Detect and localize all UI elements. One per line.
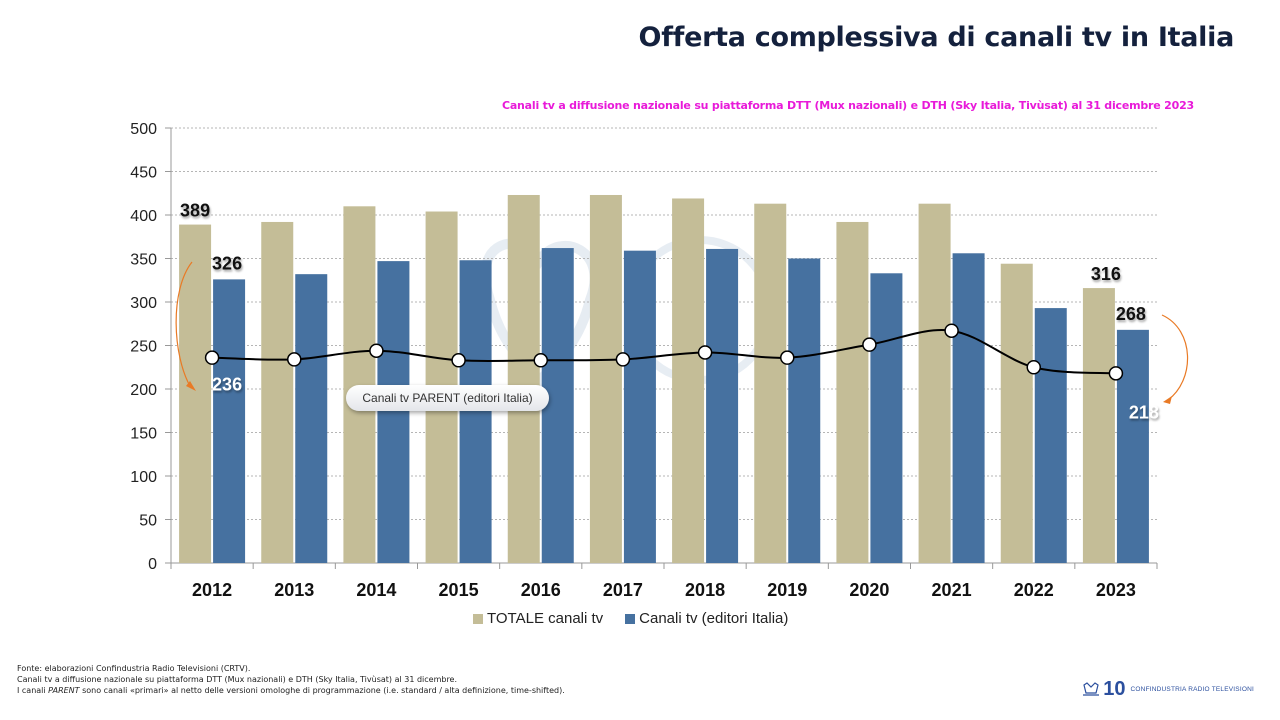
x-tick-label: 2012: [192, 580, 232, 600]
x-tick-label: 2017: [603, 580, 643, 600]
x-tick-label: 2015: [439, 580, 479, 600]
parent-point: [615, 352, 631, 367]
page-title: Offerta complessiva di canali tv in Ital…: [638, 22, 1235, 53]
bar-editori: [1116, 329, 1149, 563]
y-tick-label: 200: [130, 382, 157, 399]
bar-totale: [1082, 288, 1115, 563]
x-tick-label: 2014: [356, 580, 396, 600]
parent-point: [451, 353, 466, 368]
bar-totale: [836, 221, 869, 563]
gridlines: [171, 127, 1157, 520]
x-tick-label: 2018: [685, 580, 725, 600]
arrow-2012-head: [186, 381, 196, 391]
x-tick-label: 2020: [849, 580, 889, 600]
source-footnote: Fonte: elaborazioni Confindustria Radio …: [17, 663, 565, 696]
x-tick-label: 2021: [932, 580, 972, 600]
confindustria-eagle-icon: [1083, 682, 1100, 696]
legend-item-editori: Canali tv (editori Italia): [625, 610, 788, 627]
bar-totale: [261, 221, 294, 563]
bar-totale: [343, 206, 376, 564]
parent-point: [204, 350, 220, 365]
footnote-line-3-em: PARENT: [48, 686, 80, 695]
y-tick-label: 300: [130, 295, 157, 312]
bar-totale: [179, 224, 212, 563]
bar-editori: [295, 274, 328, 563]
y-tick-label: 450: [130, 165, 157, 182]
parent-point: [1108, 366, 1124, 381]
y-tick-label: 0: [148, 556, 157, 573]
bar-editori: [459, 260, 492, 563]
parent-point: [697, 345, 713, 360]
bar-editori: [870, 273, 903, 563]
bar-totale: [918, 203, 951, 563]
arrow-2012: [175, 261, 193, 389]
y-tick-label: 50: [139, 513, 157, 530]
y-tick-label: 350: [130, 252, 157, 269]
parent-point: [780, 350, 795, 365]
bar-totale: [589, 194, 622, 564]
parent-point: [862, 337, 877, 352]
bar-editori: [541, 248, 574, 563]
data-label: 236: [212, 375, 242, 395]
legend-label-editori: Canali tv (editori Italia): [639, 610, 789, 627]
bar-totale: [672, 198, 705, 563]
parent-point: [369, 343, 384, 358]
footnote-line-3: I canali PARENT sono canali «primari» al…: [17, 685, 565, 696]
parent-series-callout: Canali tv PARENT (editori Italia): [346, 385, 549, 411]
chart-legend: TOTALE canali tv Canali tv (editori Ital…: [473, 610, 788, 627]
bar-editori: [706, 248, 739, 563]
annotation-arrows: [175, 261, 1189, 404]
legend-swatch-totale: [473, 613, 483, 624]
crtv-logo: 10 CONFINDUSTRIA RADIO TELEVISIONI: [1082, 678, 1254, 700]
legend-item-totale: TOTALE canali tv: [473, 610, 603, 627]
arrow-2023-head: [1163, 396, 1172, 404]
data-label: 389: [180, 201, 210, 221]
data-label: 218: [1129, 402, 1159, 422]
legend-swatch-editori: [625, 613, 636, 624]
bar-editori: [377, 261, 410, 563]
data-labels: 389 326 236 316 268 218: [180, 201, 1159, 423]
bar-editori: [623, 250, 656, 564]
parent-point: [533, 353, 548, 368]
legend-label-totale: TOTALE canali tv: [487, 610, 604, 627]
x-axis: 2012 2013 2014 2015 2016 2017 2018 2019 2020 2021…: [170, 562, 1158, 600]
footnote-line-2: Canali tv a diffusione nazionale su piat…: [17, 675, 458, 684]
bar-editori: [952, 253, 985, 563]
x-tick-label: 2013: [274, 580, 314, 600]
logo-number: 10: [1103, 678, 1126, 700]
footnote-line-1: Fonte: elaborazioni Confindustria Radio …: [17, 664, 251, 673]
chart-subtitle: Canali tv a diffusione nazionale su piat…: [501, 99, 1194, 112]
parent-point: [287, 352, 302, 367]
data-label: 268: [1116, 304, 1146, 324]
bar-totale: [1000, 263, 1033, 563]
parent-point: [944, 323, 959, 338]
data-label: 326: [212, 253, 242, 273]
x-tick-label: 2022: [1014, 580, 1054, 600]
y-tick-label: 500: [130, 121, 157, 138]
logo-text: CONFINDUSTRIA RADIO TELEVISIONI: [1130, 685, 1254, 693]
y-tick-label: 150: [130, 426, 157, 443]
y-tick-label: 100: [130, 469, 157, 486]
bar-totale: [754, 203, 787, 563]
y-axis: 0 50 100 150 200 250 300 350 400 450 500: [130, 121, 172, 573]
footnote-line-3-prefix: I canali: [17, 686, 49, 695]
parent-line-series: [204, 323, 1124, 381]
parent-line: [212, 329, 1116, 375]
bar-editori: [788, 258, 821, 563]
bar-editori: [1034, 308, 1067, 563]
data-label: 316: [1091, 264, 1121, 284]
y-tick-label: 250: [130, 339, 157, 356]
x-tick-label: 2016: [521, 580, 561, 600]
footnote-line-3-suffix: sono canali «primari» al netto delle ver…: [79, 686, 565, 695]
bar-totale: [507, 194, 540, 564]
y-tick-label: 400: [130, 208, 157, 225]
parent-point: [1026, 360, 1041, 375]
bar-editori: [213, 279, 246, 563]
bars: [179, 194, 1149, 564]
x-tick-label: 2023: [1096, 580, 1136, 600]
x-tick-label: 2019: [767, 580, 807, 600]
arrow-2023: [1161, 314, 1189, 401]
